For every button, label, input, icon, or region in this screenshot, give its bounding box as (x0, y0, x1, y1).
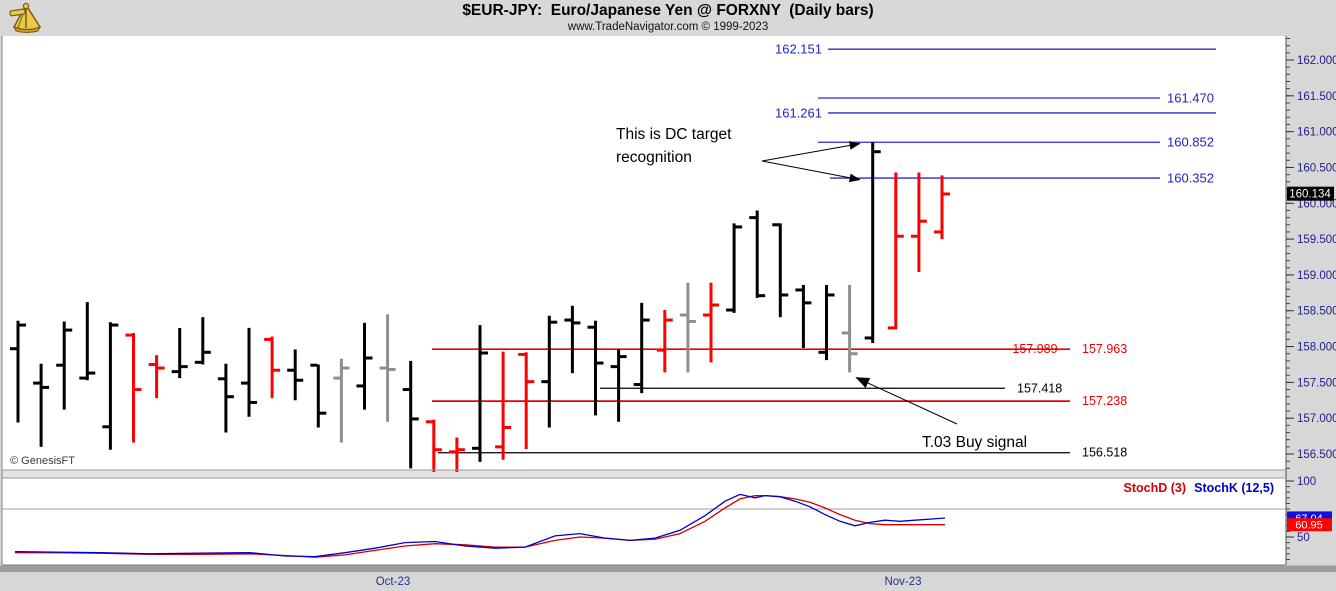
price-axis-label: 162.000 (1297, 55, 1336, 67)
ohlc-bar (10, 320, 26, 423)
price-axis-label: 157.000 (1297, 413, 1336, 425)
ohlc-bar (148, 355, 165, 399)
ohlc-bar (125, 332, 142, 443)
stoch-legend-label: StochD (3) (1124, 481, 1187, 495)
stoch-axis-label: 50 (1297, 532, 1310, 544)
signal-level-label: 156.518 (1082, 446, 1127, 460)
ohlc-bar (241, 327, 257, 417)
ohlc-bar (495, 351, 512, 460)
ohlc-bar (448, 437, 465, 472)
price-axis-label: 161.500 (1297, 91, 1336, 103)
ohlc-bar (633, 302, 650, 394)
price-axis-strip (1286, 36, 1336, 565)
buy-signal-arrow (855, 377, 958, 425)
signal-level-label: 157.963 (1082, 342, 1127, 356)
price-axis-label: 160.500 (1297, 162, 1336, 174)
stochk-line (14, 493, 946, 558)
page-subtitle: www.TradeNavigator.com © 1999-2023 (567, 21, 769, 33)
signal-inline-label: 157.989 (1012, 342, 1057, 356)
ohlc-bar (33, 363, 50, 447)
ohlc-bar (379, 314, 396, 422)
dc-arrow (761, 160, 861, 183)
ohlc-bar (772, 223, 789, 318)
ohlc-bar (587, 320, 604, 416)
price-axis-label: 156.500 (1297, 449, 1336, 461)
stoch-axis-label: 100 (1297, 476, 1316, 488)
blue-level-label: 162.151 (775, 42, 822, 57)
ohlc-bar (264, 336, 281, 399)
stoch-panel (2, 478, 1286, 565)
ohlc-bar (910, 172, 927, 273)
current-price-box (1287, 186, 1334, 201)
ohlc-bar (310, 363, 327, 428)
ohlc-bar (679, 282, 696, 373)
ohlc-bar (333, 358, 350, 443)
ohlc-bar (102, 322, 119, 450)
signal-level-label: 157.418 (1017, 381, 1062, 395)
page-title: $EUR-JPY: Euro/Japanese Yen @ FORXNY (Da… (462, 2, 874, 19)
ohlc-bar (402, 360, 419, 469)
dc-arrow (761, 141, 861, 162)
signal-level-label: 157.238 (1082, 394, 1127, 408)
ohlc-bar (795, 284, 812, 348)
ohlc-bar (287, 349, 304, 401)
ohlc-bar (356, 322, 373, 410)
panel-separator (2, 470, 1286, 478)
ohlc-bar (726, 223, 743, 313)
stoch-legend-label: StochK (12,5) (1194, 481, 1274, 495)
ohlc-bar (610, 349, 627, 422)
price-axis-label: 158.000 (1297, 342, 1336, 354)
ohlc-bar (841, 284, 858, 373)
sextant-logo-icon (6, 1, 48, 35)
ohlc-bar (934, 175, 950, 240)
price-axis-label: 157.500 (1297, 377, 1336, 389)
ohlc-bar (425, 419, 442, 472)
price-axis-label: 161.000 (1297, 127, 1336, 139)
ohlc-bar (703, 282, 719, 363)
ohlc-bar (171, 327, 188, 379)
stoch-value-box (1287, 518, 1332, 532)
buy-signal-annotation: T.03 Buy signal (922, 434, 1027, 451)
ohlc-bar (56, 321, 73, 410)
price-axis-label: 159.000 (1297, 270, 1336, 282)
ohlc-bar (217, 363, 234, 433)
ohlc-bar (864, 142, 881, 343)
ohlc-bar (887, 172, 904, 330)
date-axis-top-strip (0, 565, 1336, 572)
price-axis-label: 160.000 (1297, 198, 1336, 210)
blue-level-label: 160.852 (1167, 135, 1214, 150)
genesis-watermark: © GenesisFT (10, 455, 75, 467)
chart-header: $EUR-JPY: Euro/Japanese Yen @ FORXNY (Da… (0, 0, 1336, 36)
date-axis-label: Nov-23 (884, 576, 921, 588)
blue-level-label: 160.352 (1167, 171, 1214, 186)
date-axis-label: Oct-23 (376, 576, 411, 588)
date-axis-strip (0, 572, 1336, 591)
ohlc-bar (194, 317, 211, 365)
blue-level-label: 161.470 (1167, 90, 1214, 105)
blue-level-label: 161.261 (775, 105, 822, 120)
ohlc-bar (518, 352, 535, 450)
ohlc-bar (79, 302, 96, 381)
ohlc-bar (656, 310, 673, 373)
stoch-value-label: 60.95 (1295, 520, 1323, 532)
ohlc-bar (818, 284, 835, 361)
current-price-label: 160.134 (1289, 189, 1331, 201)
dc-annotation-line2: recognition (616, 149, 692, 166)
ohlc-bar (541, 315, 558, 428)
ohlc-bar (749, 210, 766, 298)
ohlc-bar (564, 305, 581, 374)
price-axis-label: 159.500 (1297, 234, 1336, 246)
price-panel (2, 36, 1286, 470)
ohlc-bar (472, 325, 488, 462)
dc-annotation-line1: This is DC target (616, 126, 732, 143)
price-axis-label: 158.500 (1297, 306, 1336, 318)
